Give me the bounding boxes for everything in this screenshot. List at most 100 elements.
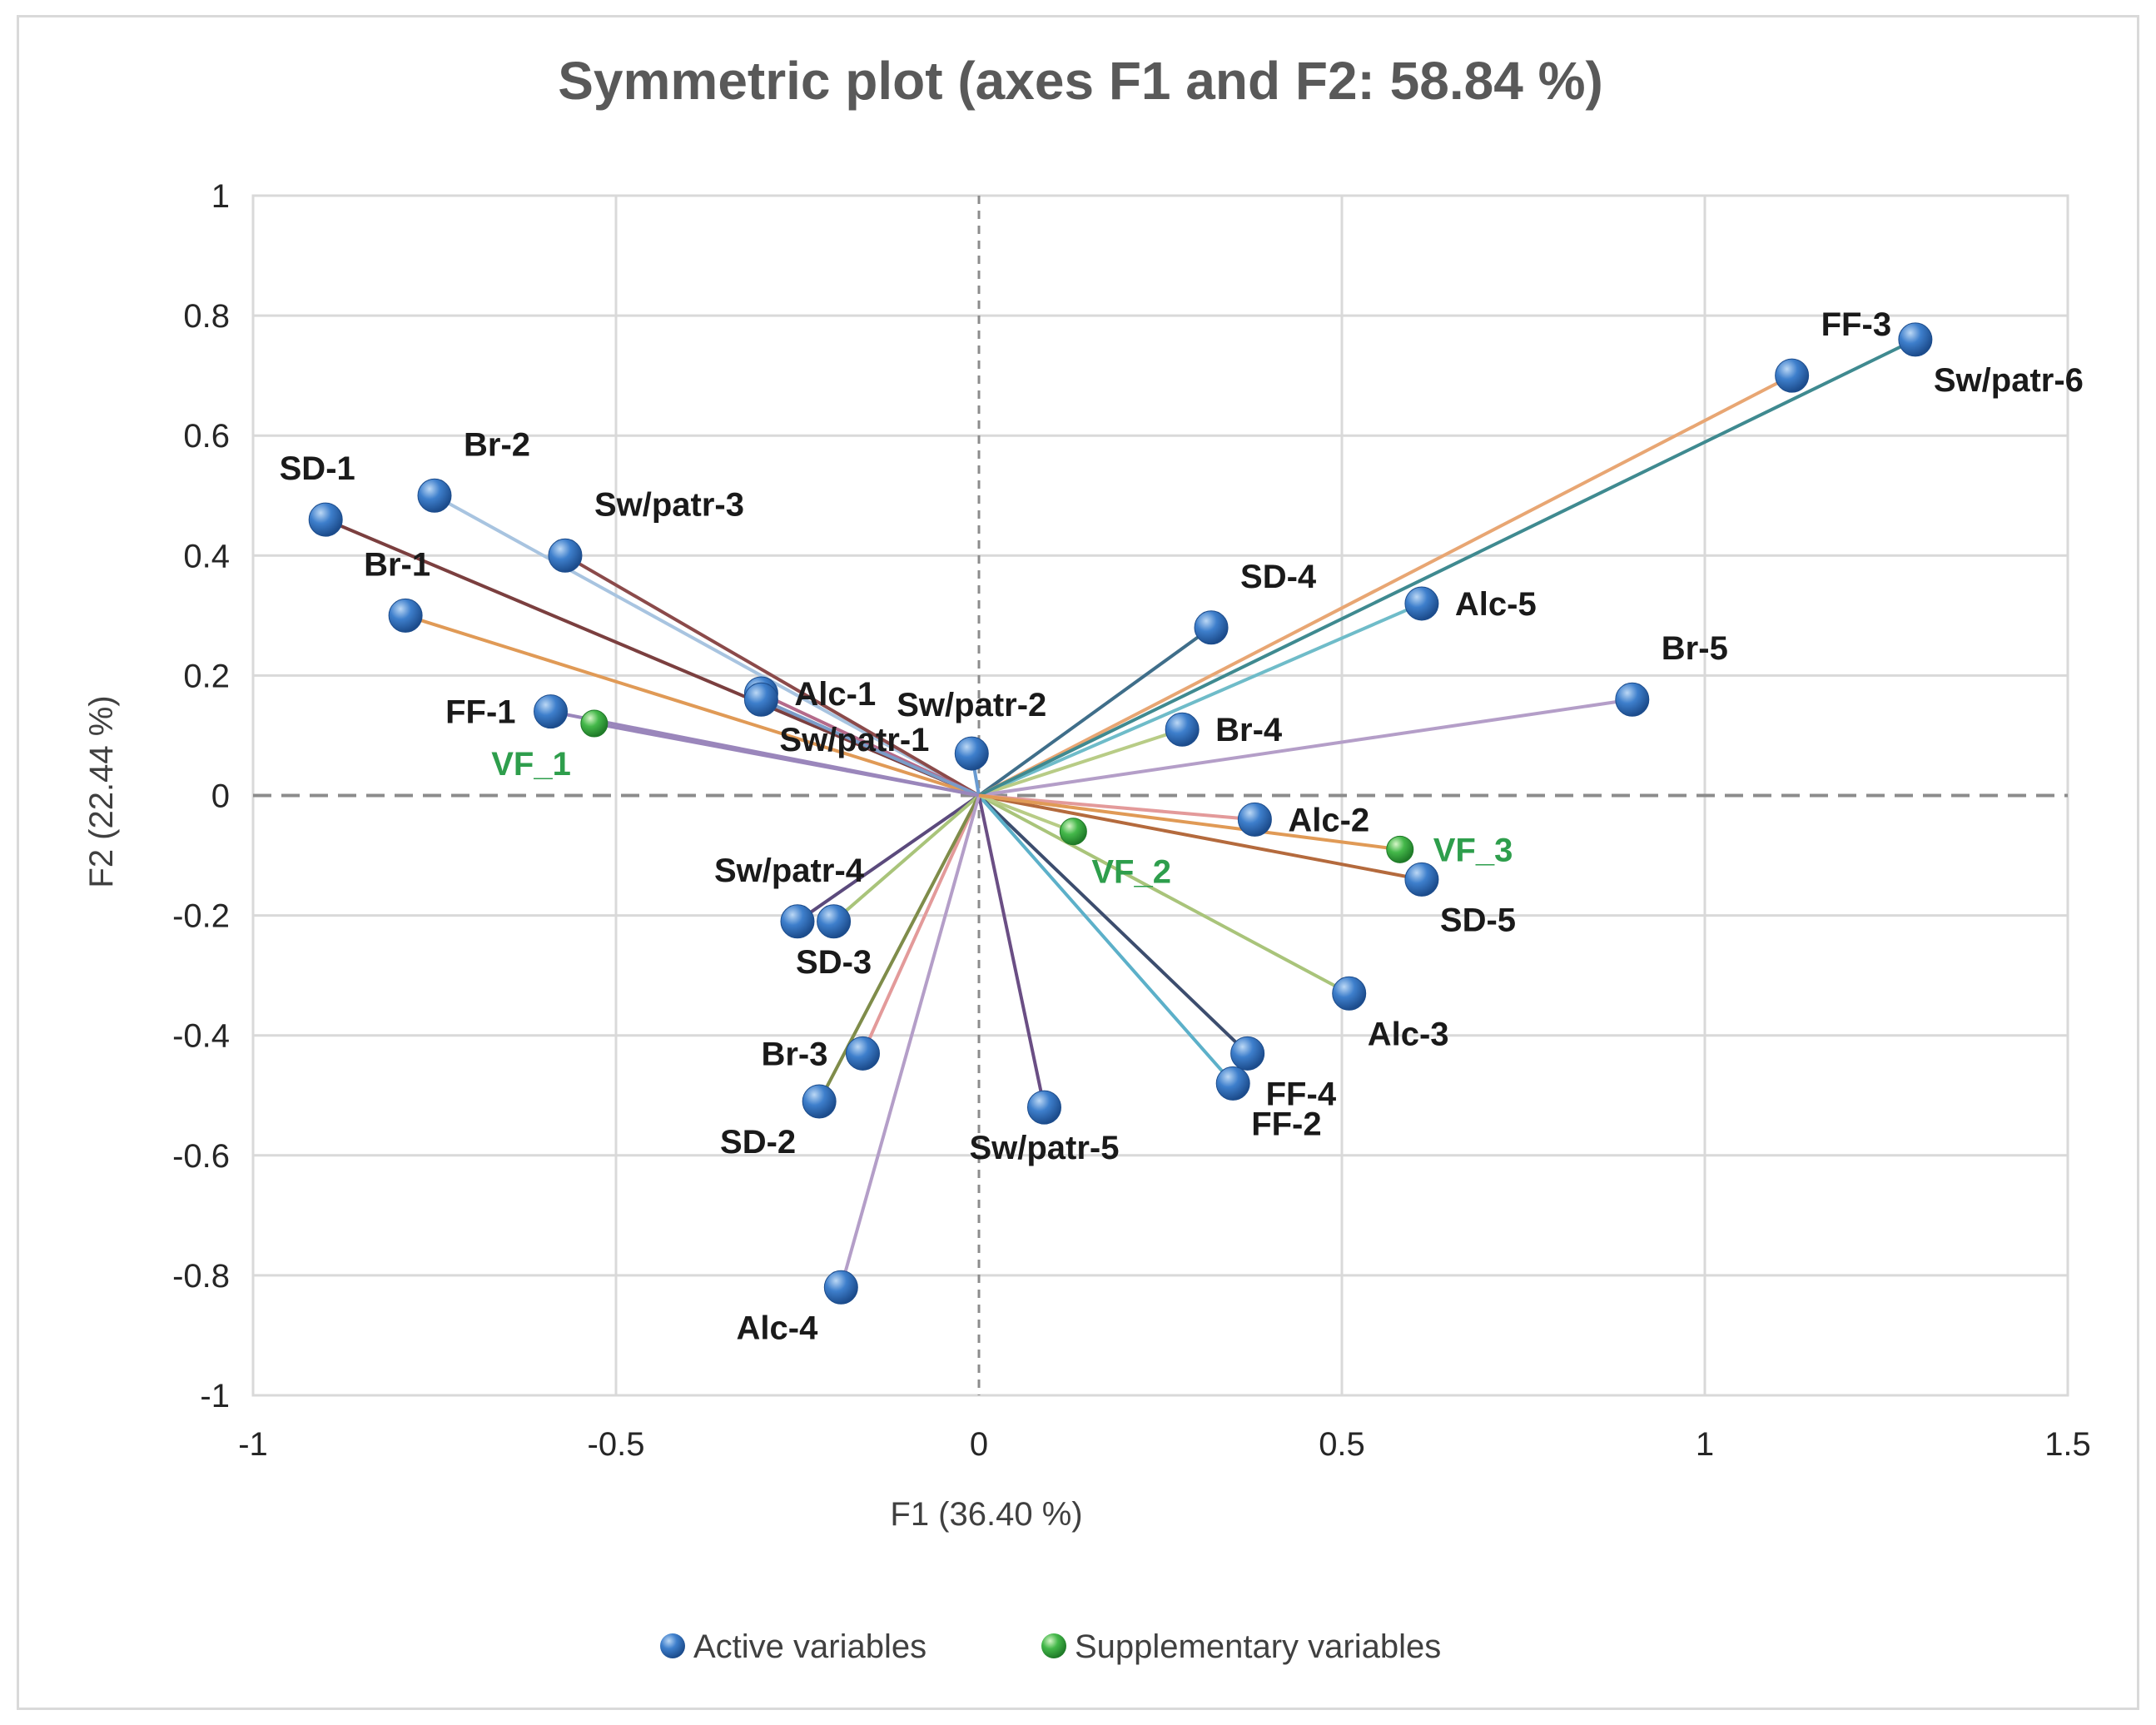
vector-line-sd-5 — [978, 793, 1423, 882]
y-tick-label: -0.8 — [172, 1258, 230, 1295]
vector-line-sd-1 — [325, 518, 980, 798]
tick-labels: -1 -0.5 0 0.5 1 1.5 1 0.8 0.6 0.4 0.2 0 -0.2 -0.4 -0.6… — [172, 178, 2091, 1463]
label-vf-2: VF_2 — [1091, 854, 1171, 891]
label-br-2: Br-2 — [464, 426, 530, 463]
vector-line-sd-3 — [832, 793, 981, 923]
label-alc-2: Alc-2 — [1288, 802, 1369, 838]
label-sd-2: SD-2 — [720, 1124, 796, 1161]
label-sd-5: SD-5 — [1440, 902, 1516, 938]
vector-line-ff-4 — [977, 794, 1249, 1055]
x-tick-label: 0.5 — [1319, 1426, 1365, 1463]
vector-line-vf-2 — [978, 793, 1075, 833]
vector-line-br-2 — [434, 494, 980, 798]
x-tick-label: 1 — [1696, 1426, 1714, 1463]
y-axis-label: F2 (22.44 %) — [83, 695, 120, 887]
vector-line-sw-patr-1 — [760, 698, 980, 798]
data-points — [308, 322, 1933, 1305]
y-tick-label: -0.6 — [172, 1138, 230, 1175]
legend-label-active: Active variables — [693, 1628, 926, 1665]
point-br-3 — [845, 1036, 880, 1071]
label-sw-patr-2: Sw/patr-2 — [897, 687, 1046, 723]
point-sw-patr-4 — [780, 904, 815, 939]
label-sd-3: SD-3 — [796, 944, 872, 981]
label-sw-patr-6: Sw/patr-6 — [1934, 362, 2084, 399]
y-tick-label: 0.4 — [183, 538, 230, 574]
vector-line-ff-3 — [978, 374, 1793, 798]
point-vf-3 — [1386, 835, 1414, 863]
vector-line-ff-2 — [977, 794, 1234, 1085]
label-ff-1: FF-1 — [445, 694, 515, 731]
point-alc-3 — [1332, 976, 1367, 1011]
point-ff-2 — [1215, 1066, 1250, 1101]
point-alc-4 — [823, 1270, 858, 1305]
x-axis-label: F1 (36.40 %) — [890, 1496, 1082, 1533]
label-br-4: Br-4 — [1215, 712, 1283, 748]
vector-line-vf-1 — [594, 722, 980, 798]
vector-line-sw-patr-4 — [796, 793, 981, 923]
label-vf-3: VF_3 — [1433, 832, 1513, 868]
point-alc-2 — [1237, 802, 1272, 837]
y-tick-label: -0.2 — [172, 898, 230, 935]
point-ff-4 — [1230, 1036, 1265, 1071]
label-sw-patr-3: Sw/patr-3 — [594, 486, 744, 523]
point-sw-patr-2 — [954, 736, 989, 771]
legend-label-supplementary: Supplementary variables — [1075, 1628, 1441, 1665]
vector-line-vf-3 — [978, 793, 1401, 852]
y-tick-label: 0.8 — [183, 298, 230, 335]
label-ff-2: FF-2 — [1251, 1106, 1321, 1142]
point-br-5 — [1615, 682, 1650, 717]
point-br-1 — [388, 598, 423, 633]
x-tick-label: -1 — [238, 1426, 268, 1463]
legend-marker-supplementary — [1041, 1633, 1066, 1658]
label-br-5: Br-5 — [1662, 630, 1728, 667]
vector-line-alc-4 — [839, 794, 981, 1288]
x-tick-label: -0.5 — [588, 1426, 645, 1463]
point-sd-3 — [817, 904, 852, 939]
point-sw-patr-6 — [1898, 322, 1933, 357]
vector-line-br-3 — [861, 794, 981, 1055]
vector-line-alc-3 — [978, 793, 1350, 996]
vector-line-alc-5 — [978, 602, 1423, 798]
legend-marker-active — [660, 1633, 685, 1658]
x-tick-label: 0 — [970, 1426, 988, 1463]
point-sw-patr-5 — [1026, 1090, 1061, 1125]
vector-line-br-1 — [405, 614, 980, 798]
y-tick-label: 0 — [211, 778, 230, 815]
vector-line-sd-2 — [817, 794, 981, 1102]
point-labels: SD-1Br-2Sw/patr-3Br-1FF-1 Alc-1Sw/patr-1S… — [280, 306, 2084, 1346]
point-vf-1 — [580, 709, 609, 738]
vector-line-sw-patr-3 — [564, 554, 981, 798]
label-sw-patr-5: Sw/patr-5 — [969, 1130, 1119, 1166]
vector-line-sd-4 — [977, 626, 1213, 798]
point-sd-5 — [1404, 862, 1439, 897]
vector-line-br-4 — [978, 728, 1183, 798]
vector-line-alc-2 — [978, 793, 1255, 822]
y-tick-label: -1 — [200, 1378, 230, 1414]
label-br-1: Br-1 — [364, 546, 430, 583]
label-sw-patr-1: Sw/patr-1 — [779, 722, 929, 758]
point-sd-2 — [802, 1084, 837, 1119]
vector-line-sw-patr-5 — [977, 795, 1046, 1108]
point-ff-1 — [534, 694, 569, 729]
point-ff-3 — [1775, 358, 1810, 393]
point-alc-5 — [1404, 586, 1439, 621]
vector-lines — [325, 338, 1916, 1288]
chart-frame: Symmetric plot (axes F1 and F2: 58.84 %)… — [17, 15, 2139, 1710]
y-tick-label: -0.4 — [172, 1018, 230, 1055]
point-br-2 — [417, 478, 452, 513]
label-ff-4: FF-4 — [1266, 1076, 1337, 1112]
x-tick-label: 1.5 — [2044, 1426, 2091, 1463]
label-sd-4: SD-4 — [1240, 559, 1317, 595]
label-alc-5: Alc-5 — [1455, 586, 1537, 623]
point-sd-1 — [308, 502, 343, 537]
vector-line-sw-patr-6 — [978, 338, 1916, 798]
label-sd-1: SD-1 — [280, 450, 355, 487]
label-vf-1: VF_1 — [491, 746, 571, 783]
label-sw-patr-4: Sw/patr-4 — [714, 853, 865, 889]
chart-title: Symmetric plot (axes F1 and F2: 58.84 %) — [558, 51, 1603, 111]
label-alc-4: Alc-4 — [737, 1310, 819, 1346]
legend: Active variables Supplementary variables — [660, 1628, 1441, 1665]
point-vf-2 — [1059, 818, 1087, 846]
label-ff-3: FF-3 — [1821, 306, 1891, 343]
label-alc-3: Alc-3 — [1368, 1016, 1449, 1052]
